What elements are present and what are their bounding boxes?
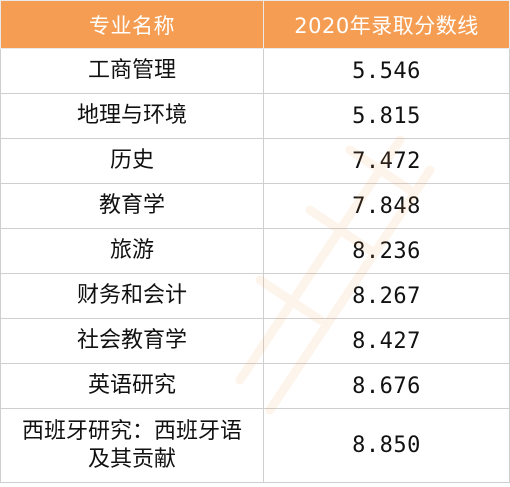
score-column-header: 2020年录取分数线 <box>263 0 510 49</box>
score-cell: 8.676 <box>263 363 510 409</box>
score-cell: 5.546 <box>263 48 510 94</box>
major-name-cell: 社会教育学 <box>0 318 264 364</box>
table-row: 社会教育学 8.427 <box>0 318 510 364</box>
score-cell: 5.815 <box>263 93 510 139</box>
major-name-text: 西班牙研究：西班牙语及其贡献 <box>21 418 242 472</box>
score-cell: 8.236 <box>263 228 510 274</box>
major-name-cell: 财务和会计 <box>0 273 264 319</box>
table-row: 工商管理 5.546 <box>0 48 510 94</box>
major-name-cell: 西班牙研究：西班牙语及其贡献 <box>0 408 264 483</box>
table-row: 地理与环境 5.815 <box>0 93 510 139</box>
score-cell: 8.850 <box>263 408 510 483</box>
table-row: 西班牙研究：西班牙语及其贡献 8.850 <box>0 408 510 483</box>
table-row: 教育学 7.848 <box>0 183 510 229</box>
score-cell: 8.267 <box>263 273 510 319</box>
major-name-cell: 英语研究 <box>0 363 264 409</box>
table-header-row: 专业名称 2020年录取分数线 <box>0 0 510 49</box>
table-row: 英语研究 8.676 <box>0 363 510 409</box>
table-row: 旅游 8.236 <box>0 228 510 274</box>
score-cell: 7.848 <box>263 183 510 229</box>
major-name-cell: 历史 <box>0 138 264 184</box>
major-name-cell: 地理与环境 <box>0 93 264 139</box>
major-name-cell: 工商管理 <box>0 48 264 94</box>
major-column-header: 专业名称 <box>0 0 264 49</box>
major-name-cell: 旅游 <box>0 228 264 274</box>
table-row: 历史 7.472 <box>0 138 510 184</box>
score-cell: 7.472 <box>263 138 510 184</box>
major-name-cell: 教育学 <box>0 183 264 229</box>
table-row: 财务和会计 8.267 <box>0 273 510 319</box>
score-cell: 8.427 <box>263 318 510 364</box>
